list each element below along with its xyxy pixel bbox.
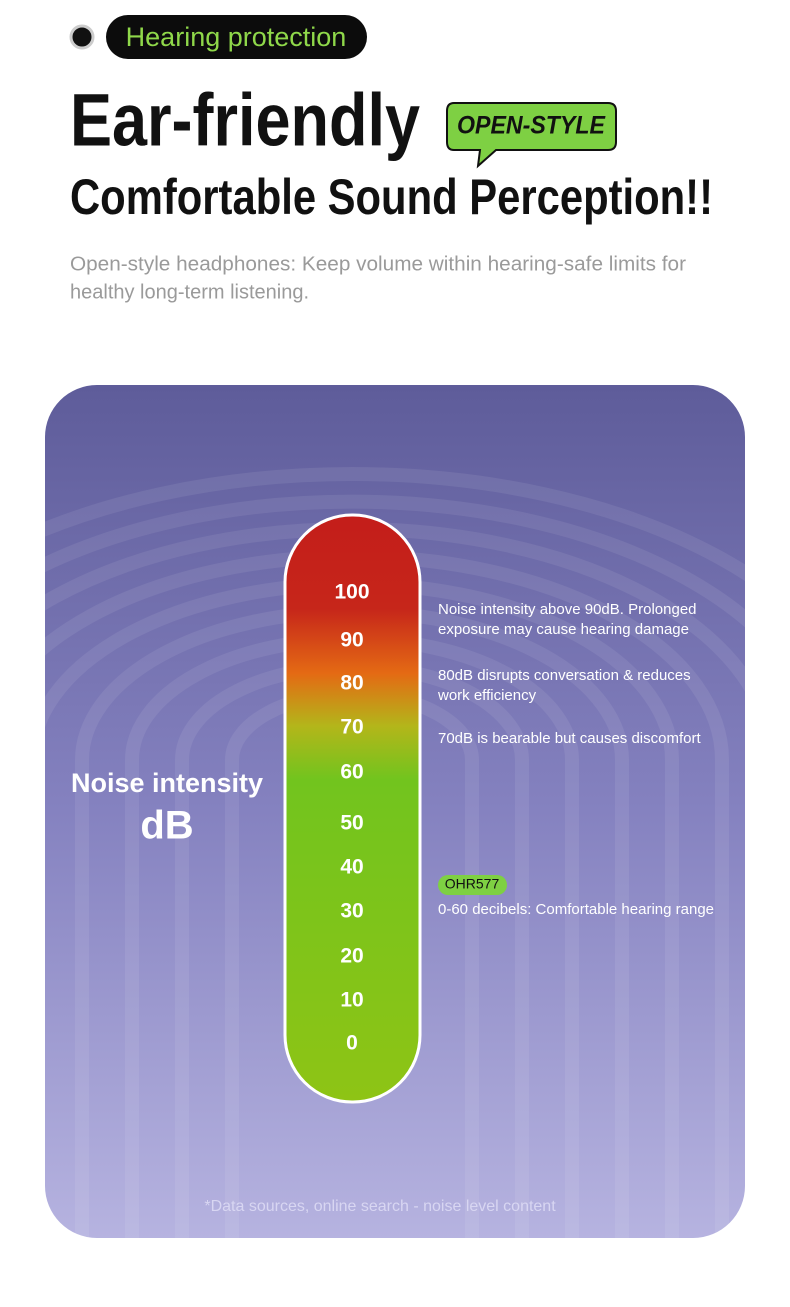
scale-label: 0 bbox=[346, 1032, 358, 1055]
scale-label: 80 bbox=[340, 672, 363, 695]
axis-label: Noise intensity bbox=[71, 768, 263, 798]
badge: OPEN-STYLE bbox=[457, 112, 606, 140]
comfort-note: 0-60 decibels: Comfortable hearing range bbox=[438, 901, 714, 918]
meter-tube bbox=[283, 513, 422, 1104]
scale-label: 100 bbox=[334, 581, 369, 604]
badge-bubble bbox=[446, 102, 617, 169]
description: healthy long-term listening. bbox=[70, 281, 309, 303]
arc bbox=[45, 494, 745, 1238]
bullet bbox=[69, 24, 95, 50]
scale-label: 50 bbox=[340, 812, 363, 835]
tag-pill bbox=[106, 15, 367, 59]
note: Noise intensity above 90dB. Prolonged bbox=[438, 601, 697, 618]
note: 70dB is bearable but causes discomfort bbox=[438, 730, 701, 747]
tag: Hearing protection bbox=[126, 22, 347, 52]
scale-label: 40 bbox=[340, 856, 363, 879]
description: Open-style headphones: Keep volume withi… bbox=[70, 253, 686, 275]
arc bbox=[45, 467, 745, 1238]
title: Ear-friendly bbox=[70, 79, 420, 162]
footnote: *Data sources, online search - noise lev… bbox=[204, 1198, 556, 1215]
scale-label: 60 bbox=[340, 761, 363, 784]
scale-label: 90 bbox=[340, 629, 363, 652]
scale-label: 30 bbox=[340, 900, 363, 923]
scale-label: 20 bbox=[340, 945, 363, 968]
subtitle: Comfortable Sound Perception!! bbox=[70, 169, 713, 225]
note: exposure may cause hearing damage bbox=[438, 621, 689, 638]
note: 80dB disrupts conversation & reduces bbox=[438, 667, 691, 684]
unit: dB bbox=[140, 804, 193, 848]
product: OHR577 bbox=[445, 876, 500, 892]
scale-label: 10 bbox=[340, 989, 363, 1012]
scale-label: 70 bbox=[340, 716, 363, 739]
note: work efficiency bbox=[437, 687, 537, 704]
product-pill bbox=[438, 875, 507, 895]
